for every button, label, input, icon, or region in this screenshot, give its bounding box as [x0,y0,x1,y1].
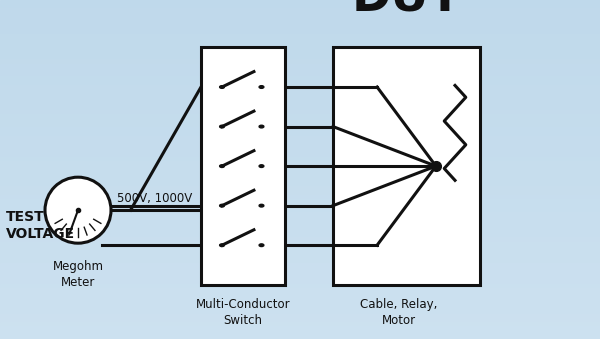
Bar [0,284,600,288]
Bar [0,250,600,254]
Bar [0,331,600,335]
Bar [0,157,600,161]
Bar [0,0,600,4]
Bar [0,275,600,280]
Bar [0,237,600,241]
Bar [0,38,600,42]
Bar [0,51,600,55]
Bar [201,47,285,285]
Bar [0,233,600,237]
Bar [0,310,600,314]
Bar [0,140,600,144]
Text: Multi-Conductor
Switch: Multi-Conductor Switch [196,298,290,327]
Bar [0,4,600,8]
Bar [0,203,600,207]
Bar [0,263,600,267]
Bar [0,29,600,34]
Bar [0,259,600,263]
Bar [0,21,600,25]
Circle shape [220,125,224,128]
Circle shape [259,86,264,88]
Bar [0,267,600,271]
Bar [0,34,600,38]
Bar [333,47,480,285]
Bar [0,72,600,76]
Bar [0,76,600,80]
Bar [0,212,600,216]
Bar [0,199,600,203]
Bar [0,93,600,98]
Circle shape [220,165,224,167]
Bar [0,89,600,93]
Bar [0,220,600,224]
Bar [0,47,600,51]
Bar [0,17,600,21]
Bar [0,123,600,127]
Bar [0,170,600,174]
Bar [0,301,600,305]
Bar [0,318,600,322]
Bar [0,148,600,153]
Bar [0,136,600,140]
Bar [0,241,600,246]
Bar [0,305,600,309]
Bar [0,335,600,339]
Bar [0,216,600,220]
Bar [0,55,600,59]
Bar [0,191,600,195]
Bar [0,64,600,68]
Bar [0,59,600,64]
Bar [0,174,600,178]
Text: Cable, Relay,
Motor: Cable, Relay, Motor [361,298,438,327]
Bar [0,110,600,115]
Bar [0,271,600,275]
Bar [0,322,600,326]
Bar [0,115,600,119]
Bar [0,132,600,136]
Circle shape [259,165,264,167]
Bar [0,195,600,199]
Circle shape [220,244,224,246]
Bar [0,161,600,165]
Bar [0,85,600,89]
Bar [0,280,600,284]
Bar [0,165,600,170]
Bar [0,186,600,191]
Text: Megohm
Meter: Megohm Meter [53,260,104,289]
Bar [0,229,600,233]
Bar [0,254,600,258]
Bar [0,106,600,110]
Bar [0,225,600,229]
Bar [0,102,600,106]
Bar [0,288,600,292]
Circle shape [220,86,224,88]
Text: TEST
VOLTAGE: TEST VOLTAGE [6,210,75,241]
Bar [0,80,600,85]
Text: 500V, 1000V: 500V, 1000V [117,192,192,205]
Bar [0,42,600,47]
Circle shape [259,204,264,207]
Circle shape [220,204,224,207]
Bar [0,178,600,182]
Bar [0,127,600,131]
Circle shape [259,125,264,128]
Text: DUT: DUT [352,0,461,20]
Bar [0,207,600,212]
Bar [0,13,600,17]
Bar [0,182,600,186]
Bar [0,297,600,301]
Bar [0,314,600,318]
Ellipse shape [45,177,111,243]
Bar [0,326,600,331]
Bar [0,8,600,13]
Bar [0,68,600,72]
Bar [0,153,600,157]
Bar [0,292,600,297]
Bar [0,246,600,250]
Circle shape [259,244,264,246]
Bar [0,119,600,123]
Bar [0,98,600,102]
Bar [0,144,600,148]
Bar [0,25,600,30]
